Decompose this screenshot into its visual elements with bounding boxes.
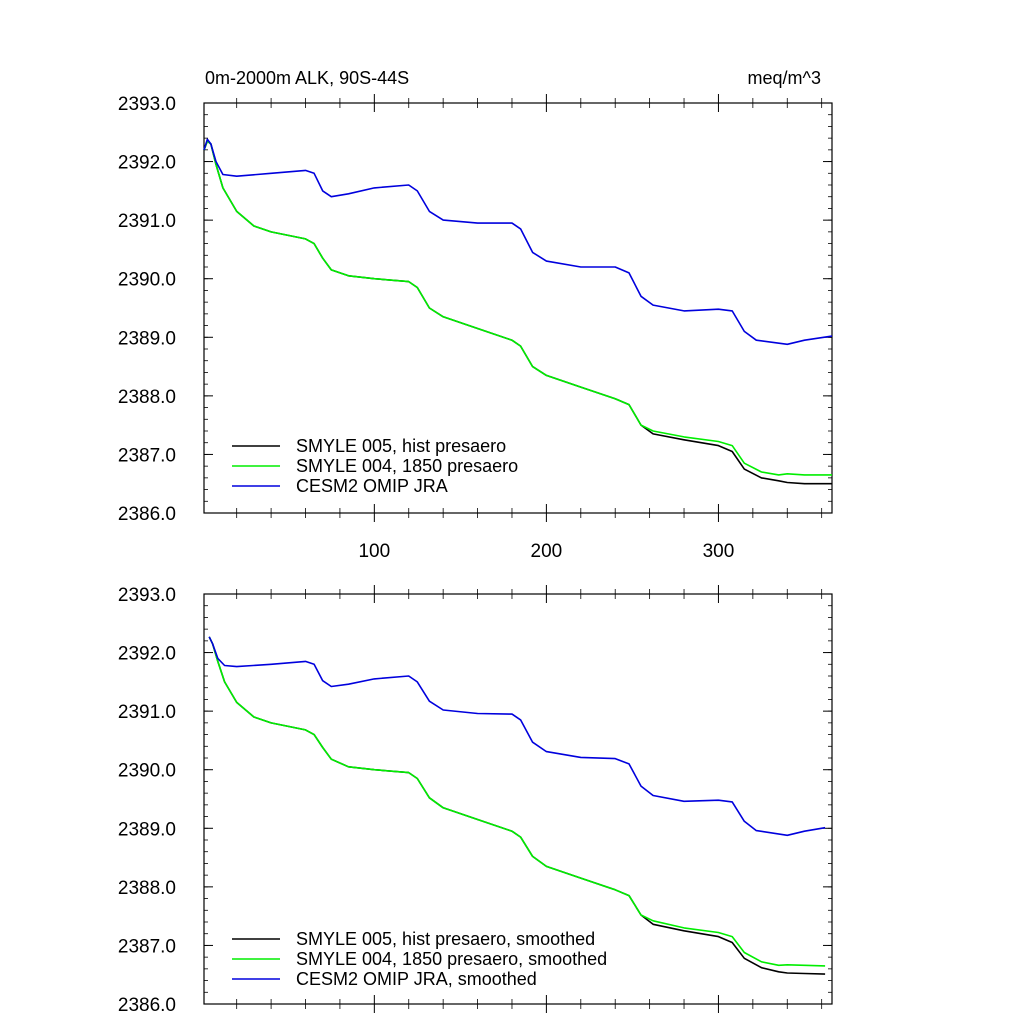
x-tick-label: 200 <box>531 541 563 562</box>
y-tick-label: 2388.0 <box>118 878 176 899</box>
x-tick-label: 300 <box>703 541 735 562</box>
y-tick-label: 2389.0 <box>118 819 176 840</box>
y-tick-label: 2388.0 <box>118 387 176 408</box>
y-tick-label: 2387.0 <box>118 936 176 957</box>
series-line-2 <box>203 138 833 346</box>
y-tick-label: 2391.0 <box>118 211 176 232</box>
y-tick-label: 2393.0 <box>118 585 176 606</box>
legend-label: CESM2 OMIP JRA <box>296 476 448 496</box>
legend-label: SMYLE 005, hist presaero, smoothed <box>296 929 595 949</box>
legend-label: CESM2 OMIP JRA, smoothed <box>296 969 537 989</box>
legend-label: SMYLE 004, 1850 presaero <box>296 456 518 476</box>
units-label: meq/m^3 <box>748 68 821 88</box>
y-tick-label: 2392.0 <box>118 153 176 174</box>
series-line-1 <box>208 636 826 967</box>
plot-frame <box>203 102 833 514</box>
y-tick-label: 2390.0 <box>118 270 176 291</box>
plot-frame <box>203 593 833 1005</box>
y-tick-label: 2386.0 <box>118 995 176 1016</box>
y-tick-label: 2392.0 <box>118 644 176 665</box>
panel-title: 0m-2000m ALK, 90S-44S <box>205 68 409 88</box>
y-tick-label: 2391.0 <box>118 702 176 723</box>
series-line-2 <box>208 636 826 837</box>
y-tick-label: 2386.0 <box>118 504 176 525</box>
y-tick-label: 2389.0 <box>118 328 176 349</box>
series-line-0 <box>208 636 826 975</box>
legend-label: SMYLE 005, hist presaero <box>296 436 506 456</box>
legend-label: SMYLE 004, 1850 presaero, smoothed <box>296 949 607 969</box>
y-tick-label: 2393.0 <box>118 94 176 115</box>
series-line-0 <box>203 140 832 485</box>
series-line-1 <box>203 140 832 476</box>
x-tick-label: 100 <box>358 541 390 562</box>
bottom-line-chart: 2386.0 2387.0 2388.0 2389.0 2390.0 2391.0 2392… <box>118 585 833 1016</box>
top-line-chart: 2386.0 2387.0 2388.0 2389.0 2390.0 2391.0 2392… <box>118 94 833 562</box>
y-tick-label: 2390.0 <box>118 761 176 782</box>
y-tick-label: 2387.0 <box>118 445 176 466</box>
